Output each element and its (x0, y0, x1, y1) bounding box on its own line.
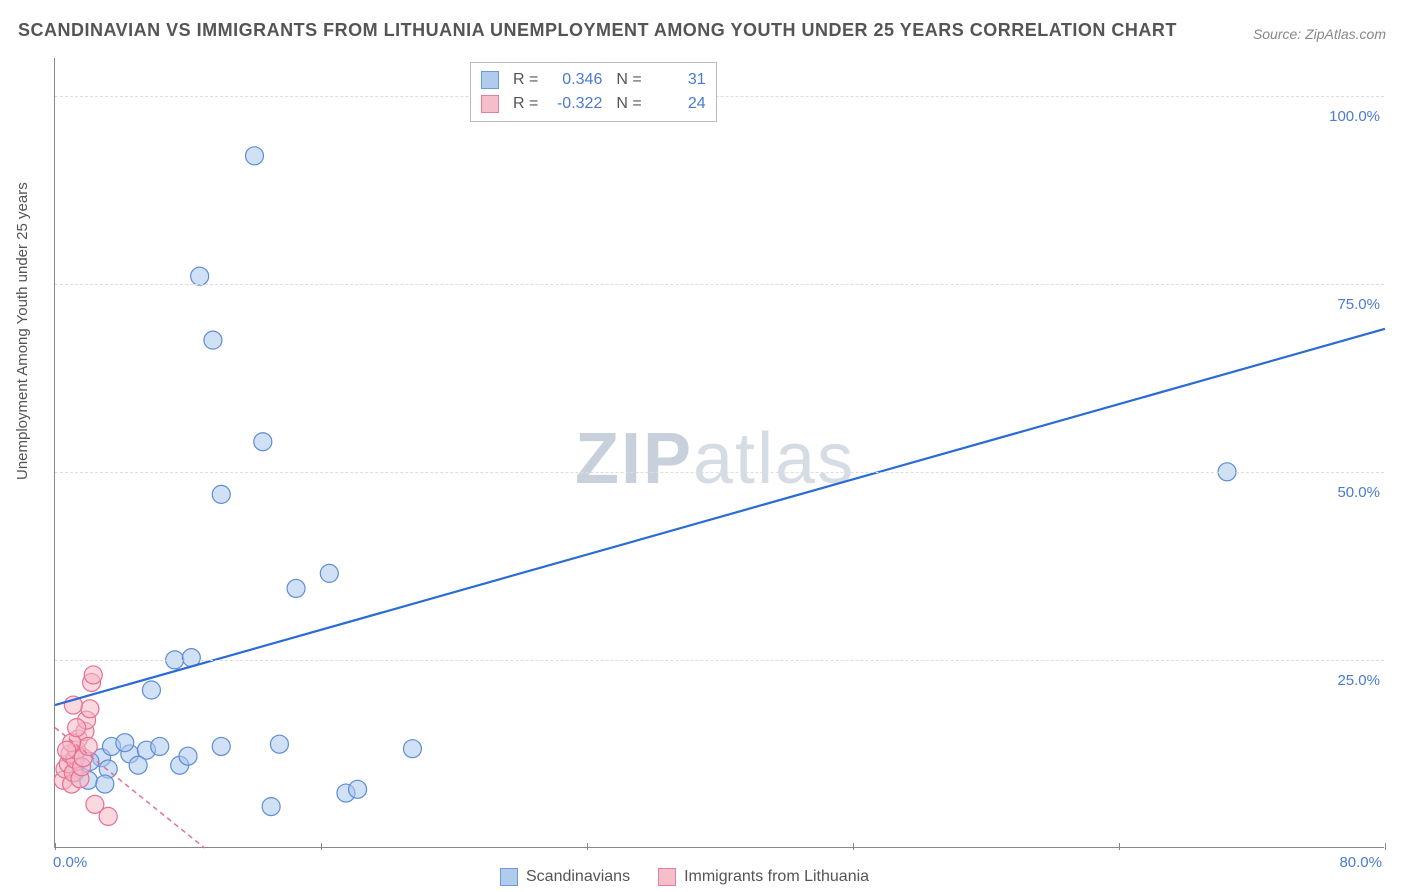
chart-title: SCANDINAVIAN VS IMMIGRANTS FROM LITHUANI… (18, 20, 1177, 41)
n-value-0: 31 (650, 68, 706, 92)
ytick-label: 50.0% (1337, 484, 1380, 501)
xtick-label-max: 80.0% (1339, 854, 1382, 871)
source-label: Source: ZipAtlas.com (1253, 26, 1386, 42)
legend-label-1: Immigrants from Lithuania (684, 868, 869, 886)
plot-area: ZIPatlas 25.0%50.0%75.0%100.0%0.0%80.0% (54, 58, 1384, 848)
swatch-bottom-0 (500, 868, 518, 886)
n-label-0: N = (616, 68, 641, 92)
r-value-1: -0.322 (546, 92, 602, 116)
swatch-bottom-1 (658, 868, 676, 886)
swatch-series-1 (481, 95, 499, 113)
plot-svg (55, 58, 1384, 847)
legend-stats: R = 0.346 N = 31 R = -0.322 N = 24 (470, 62, 717, 122)
n-value-1: 24 (650, 92, 706, 116)
swatch-series-0 (481, 71, 499, 89)
y-axis-label: Unemployment Among Youth under 25 years (14, 182, 31, 480)
r-value-0: 0.346 (546, 68, 602, 92)
n-label-1: N = (616, 92, 641, 116)
legend-label-0: Scandinavians (526, 868, 630, 886)
ytick-label: 25.0% (1337, 672, 1380, 689)
legend-stats-row-1: R = -0.322 N = 24 (481, 92, 706, 116)
r-label-1: R = (513, 92, 538, 116)
legend-stats-row-0: R = 0.346 N = 31 (481, 68, 706, 92)
ytick-label: 75.0% (1337, 296, 1380, 313)
xtick-label-min: 0.0% (53, 854, 87, 871)
legend-series: Scandinavians Immigrants from Lithuania (500, 868, 869, 886)
ytick-label: 100.0% (1329, 108, 1380, 125)
legend-item-0: Scandinavians (500, 868, 630, 886)
r-label-0: R = (513, 68, 538, 92)
legend-item-1: Immigrants from Lithuania (658, 868, 869, 886)
correlation-chart: SCANDINAVIAN VS IMMIGRANTS FROM LITHUANI… (0, 0, 1406, 892)
